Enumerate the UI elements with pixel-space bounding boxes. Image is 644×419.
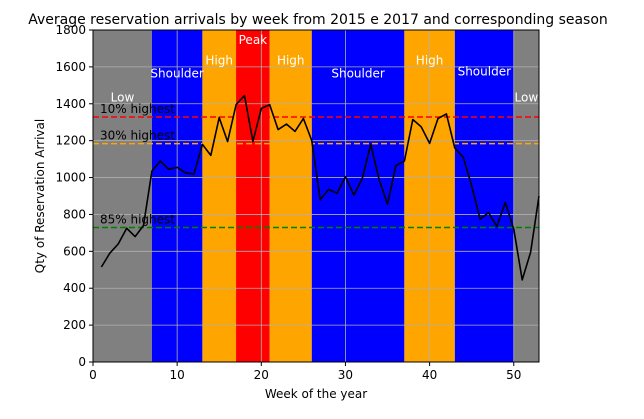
y-tick-label-4: 800 (63, 207, 86, 221)
y-tick-label-3: 600 (63, 244, 86, 258)
reference-lines: 10% highest 30% highest 85% highest (93, 102, 539, 229)
chart-title: Average reservation arrivals by week fro… (28, 12, 608, 28)
y-tick-label-1: 200 (63, 318, 86, 332)
season-label-0: Low (111, 90, 135, 104)
reference-line-label-0: 10% highest (100, 102, 175, 116)
season-band-3 (236, 30, 270, 362)
x-tick-label-3: 30 (338, 368, 353, 382)
axes: 0 10 20 30 40 50 0 200 400 600 800 1000 1200 1400 1600… (55, 23, 540, 382)
x-tick-label-1: 10 (170, 368, 185, 382)
season-label-3: Peak (239, 33, 268, 47)
season-label-7: Shoulder (458, 65, 512, 79)
season-label-1: Shoulder (150, 66, 204, 80)
x-tick-label-0: 0 (89, 368, 97, 382)
y-axis-label: Qty of Reservation Arrival (33, 119, 47, 273)
y-tick-label-7: 1400 (55, 97, 86, 111)
series-polyline (100, 94, 540, 281)
y-tick-label-8: 1600 (55, 60, 86, 74)
season-label-4: High (277, 53, 305, 67)
plot-frame (92, 29, 540, 363)
season-label-6: High (416, 53, 444, 67)
y-tick-label-0: 0 (78, 355, 86, 369)
x-tick-label-2: 20 (254, 368, 269, 382)
season-label-2: High (205, 53, 233, 67)
y-tick-label-6: 1200 (55, 134, 86, 148)
season-band-8 (513, 30, 539, 362)
y-tick-label-9: 1800 (55, 23, 86, 37)
y-tick-label-5: 1000 (55, 171, 86, 185)
season-band-4 (269, 30, 312, 362)
x-axis-label: Week of the year (265, 387, 367, 401)
x-tick-label-5: 50 (506, 368, 521, 382)
season-labels: LowShoulderHighPeakHighShoulderHighShoul… (111, 33, 539, 105)
reference-line-label-1: 30% highest (100, 129, 175, 143)
season-label-5: Shoulder (331, 66, 385, 80)
season-band-7 (454, 30, 514, 362)
x-tick-label-4: 40 (422, 368, 437, 382)
series-line (100, 94, 540, 281)
reference-line-label-2: 85% highest (100, 213, 175, 227)
y-tick-label-2: 400 (63, 281, 86, 295)
season-band-2 (202, 30, 237, 362)
season-band-0 (93, 30, 152, 362)
season-label-8: Low (515, 90, 539, 104)
